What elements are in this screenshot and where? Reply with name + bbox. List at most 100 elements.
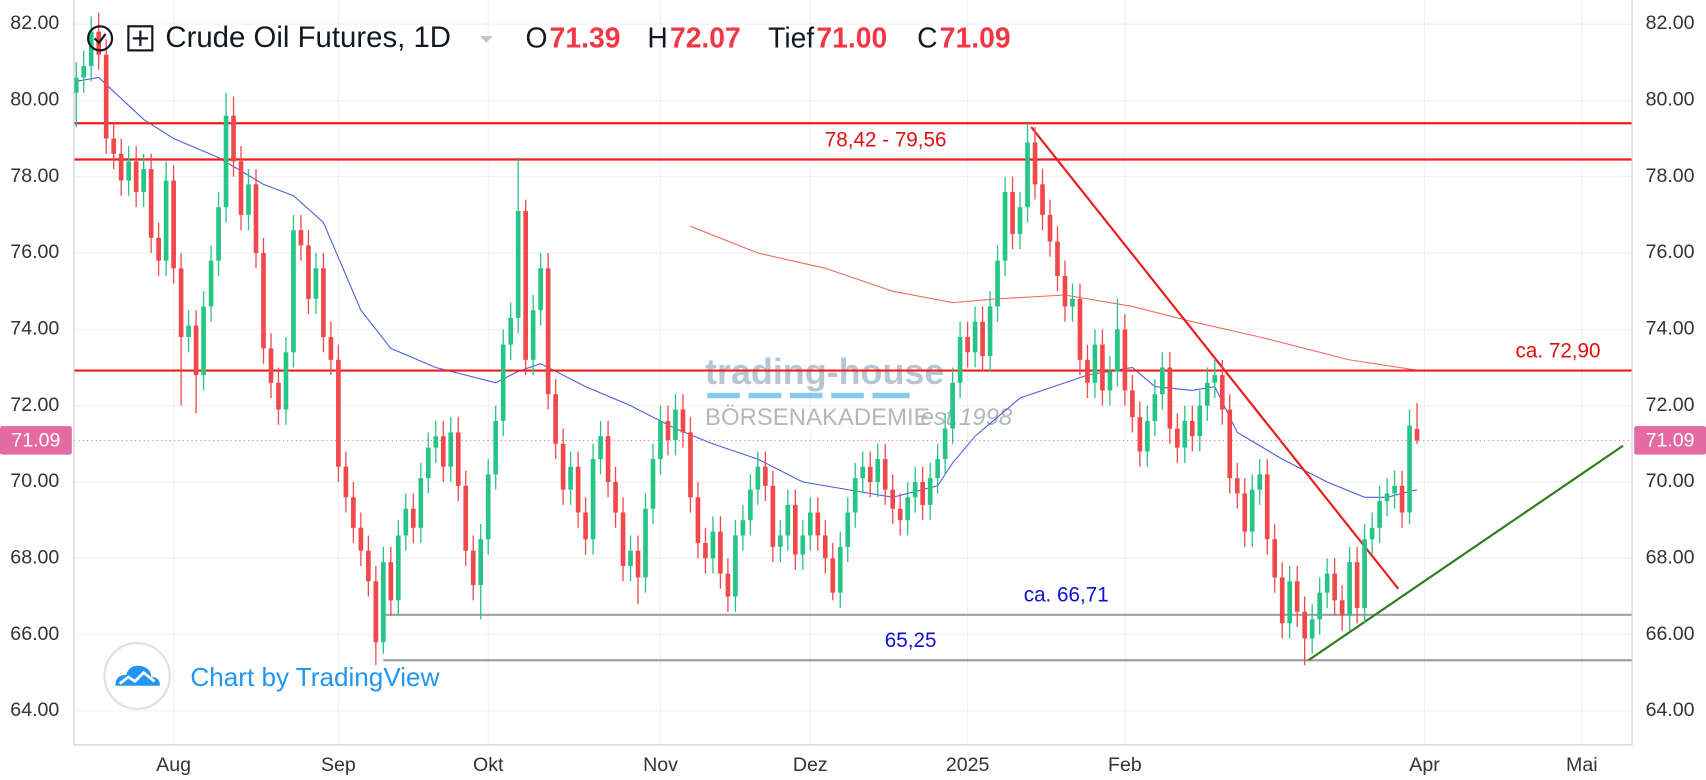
price-tag-label: 71.09 (1646, 430, 1695, 452)
candle-body (1182, 420, 1188, 448)
header-field: O71.39 (526, 22, 621, 54)
y-tick-label: 72.00 (10, 394, 59, 416)
candle-body (1010, 191, 1015, 234)
candle-body (81, 66, 87, 78)
candle-body (1055, 241, 1060, 276)
candle-body (860, 466, 866, 479)
level-label: ca. 66,71 (1024, 584, 1109, 607)
candle-body (478, 539, 484, 586)
candle-body (1242, 493, 1248, 532)
candle-body (1085, 359, 1090, 383)
header-field: Tief71.00 (768, 22, 887, 54)
candle-body (261, 253, 266, 349)
candle-body (867, 466, 873, 482)
candle-body (598, 436, 603, 460)
candle-body (403, 508, 409, 536)
header-value: 71.09 (940, 22, 1011, 54)
candle-body (763, 466, 768, 486)
header-value: 71.39 (550, 22, 621, 54)
candle-body (1122, 329, 1128, 391)
candle-body (216, 207, 221, 261)
candle-body (560, 443, 566, 490)
header-field: H72.07 (647, 22, 740, 54)
candle-body (703, 543, 708, 559)
x-tick-label: Feb (1108, 754, 1142, 776)
trendline (1030, 126, 1400, 590)
candle-body (897, 508, 903, 521)
candle-body (523, 211, 528, 360)
credit-text[interactable]: Chart by TradingView (190, 662, 439, 692)
candle-body (568, 466, 573, 490)
candle-body (156, 237, 161, 261)
candle-body (583, 512, 588, 540)
level-label: 65,25 (885, 629, 937, 652)
candle-body (126, 161, 131, 181)
level-label: 78,42 - 79,56 (825, 128, 947, 151)
candle-body (1025, 142, 1030, 208)
candle-body (1189, 420, 1195, 437)
candle-body (950, 382, 955, 429)
candle-body (111, 138, 117, 154)
candle-body (882, 459, 888, 490)
credit-logo (115, 665, 160, 686)
candle-body (1152, 394, 1158, 421)
y-tick-label: 64.00 (10, 699, 59, 721)
y-tick-label: 82.00 (10, 12, 59, 34)
candles (73, 12, 1420, 666)
candle-body (1287, 581, 1293, 624)
candle-body (1100, 344, 1105, 391)
candle-body (1257, 474, 1263, 490)
y-tick-label: 68.00 (1646, 546, 1695, 568)
candle-body (1107, 371, 1113, 391)
candle-body (575, 466, 581, 513)
candle-body (276, 382, 281, 410)
candle-body (1369, 527, 1375, 540)
candle-body (590, 459, 596, 540)
price-tag (1634, 426, 1706, 455)
candle-body (695, 497, 701, 544)
y-tick-label: 72.00 (1646, 394, 1695, 416)
candle-body (1414, 428, 1420, 441)
candle-body (133, 161, 139, 192)
header-icon[interactable] (87, 25, 114, 52)
candle-body (1175, 428, 1180, 448)
candle-body (1324, 573, 1330, 593)
candle-body (628, 550, 633, 566)
header-caret[interactable] (479, 36, 493, 43)
header-value: 72.07 (670, 22, 741, 54)
candle-body (208, 260, 214, 307)
y-tick-label: 74.00 (1646, 317, 1695, 339)
candle-body (770, 485, 776, 547)
candle-body (313, 268, 319, 299)
candle-body (500, 344, 506, 421)
candle-body (448, 432, 454, 467)
candle-body (381, 562, 386, 643)
candle-body (1317, 592, 1322, 620)
candle-body (748, 489, 753, 521)
y-tick-label: 64.00 (1646, 699, 1695, 721)
candle-body (1272, 539, 1278, 578)
candle-body (171, 180, 176, 269)
watermark-title: trading-house (705, 351, 944, 392)
candle-body (733, 535, 738, 597)
candle-body (845, 512, 851, 547)
candle-body (620, 512, 626, 566)
header-icon[interactable] (127, 25, 154, 52)
candle-body (530, 310, 536, 360)
candle-body (1197, 405, 1203, 437)
candle-body (942, 428, 948, 460)
candle-body (605, 436, 611, 483)
x-tick-label: Apr (1409, 754, 1440, 776)
candle-body (718, 531, 723, 574)
candle-body (1137, 417, 1143, 452)
y-tick-label: 80.00 (1646, 89, 1695, 111)
candle-body (268, 348, 274, 383)
candle-body (822, 535, 828, 559)
moving-average (690, 225, 1425, 372)
candle-body (118, 153, 124, 181)
candle-body (673, 409, 678, 441)
candle-body (306, 245, 311, 299)
candle-body (508, 317, 514, 345)
